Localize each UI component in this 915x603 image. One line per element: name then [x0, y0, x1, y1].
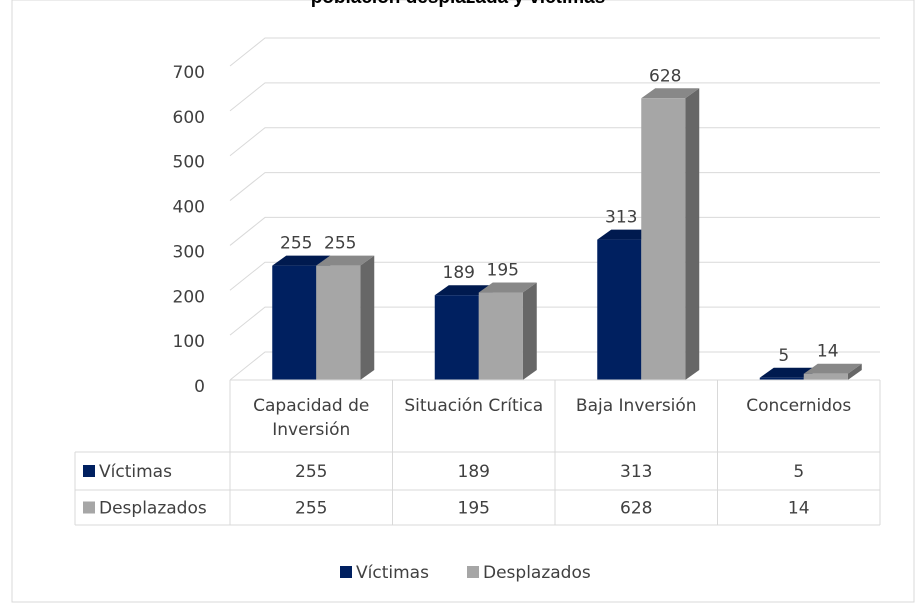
data-label: 255	[280, 234, 312, 254]
bar-top	[759, 367, 818, 378]
category-cell: Concernidos	[746, 396, 852, 416]
bar-front	[272, 265, 317, 380]
table-cell: 189	[458, 462, 490, 482]
data-label: 628	[649, 66, 681, 86]
category-cell: Baja Inversión	[575, 396, 697, 416]
bar	[478, 282, 537, 380]
table-series-name: Víctimas	[99, 462, 172, 482]
table-cell: 255	[295, 499, 327, 519]
bar-front	[478, 292, 523, 380]
table-cell: 195	[458, 499, 490, 519]
data-label: 313	[605, 208, 637, 228]
bar-front	[641, 98, 686, 380]
legend-key	[83, 501, 95, 514]
x-tick-label: Baja Inversión	[575, 396, 697, 416]
y-tick-label: 0	[194, 377, 205, 397]
table-cell: 14	[788, 499, 810, 519]
grid-line	[229, 82, 880, 112]
bar	[641, 88, 700, 380]
bar-front	[759, 377, 804, 380]
category-cell: Capacidad de Inversión	[253, 396, 370, 440]
bar-top	[641, 88, 700, 99]
bar-front	[803, 373, 848, 380]
bar-top	[434, 285, 493, 296]
bar-side	[522, 282, 537, 380]
x-tick-label: Capacidad de Inversión	[253, 396, 370, 440]
grid-line	[229, 37, 880, 67]
legend-label: Desplazados	[483, 563, 591, 583]
bar-top	[478, 282, 537, 293]
y-tick-label: 100	[173, 332, 205, 352]
legend-key	[340, 566, 352, 578]
data-label: 255	[324, 234, 356, 254]
x-tick-label: Concernidos	[746, 396, 852, 416]
bar-top	[316, 255, 375, 266]
y-tick-label: 300	[173, 242, 205, 262]
legend-key	[83, 465, 95, 477]
table-cell: 628	[620, 499, 652, 519]
bar-top	[272, 255, 331, 266]
y-tick-label: 500	[173, 153, 205, 173]
bar-front	[597, 239, 642, 380]
y-tick-label: 200	[173, 287, 205, 307]
chart-title: población desplazada y víctimas	[311, 0, 606, 8]
legend: Víctimas Desplazados	[340, 563, 591, 583]
data-label: 5	[778, 346, 789, 366]
table-cell: 313	[620, 462, 652, 482]
y-tick-label: 700	[173, 63, 205, 83]
category-cell: Situación Crítica	[404, 396, 544, 416]
bar-front	[316, 265, 361, 380]
bar	[434, 285, 493, 380]
x-tick-label: Situación Crítica	[404, 396, 544, 416]
data-label: 189	[443, 263, 475, 283]
y-tick-label: 600	[173, 108, 205, 128]
data-label: 195	[487, 261, 519, 281]
legend-key	[467, 566, 479, 578]
bar-side	[360, 255, 375, 380]
bar-side	[685, 88, 700, 380]
bar-top	[803, 363, 862, 374]
bar-front	[434, 295, 479, 380]
bar-side	[847, 363, 862, 380]
legend-label: Víctimas	[356, 563, 429, 583]
bar	[803, 363, 862, 380]
data-label: 14	[817, 342, 839, 362]
table-cell: 255	[295, 462, 327, 482]
bar-top	[597, 229, 656, 240]
bar	[316, 255, 375, 380]
table-series-name: Desplazados	[99, 499, 207, 519]
y-tick-label: 400	[173, 198, 205, 218]
table-cell: 5	[793, 462, 804, 482]
